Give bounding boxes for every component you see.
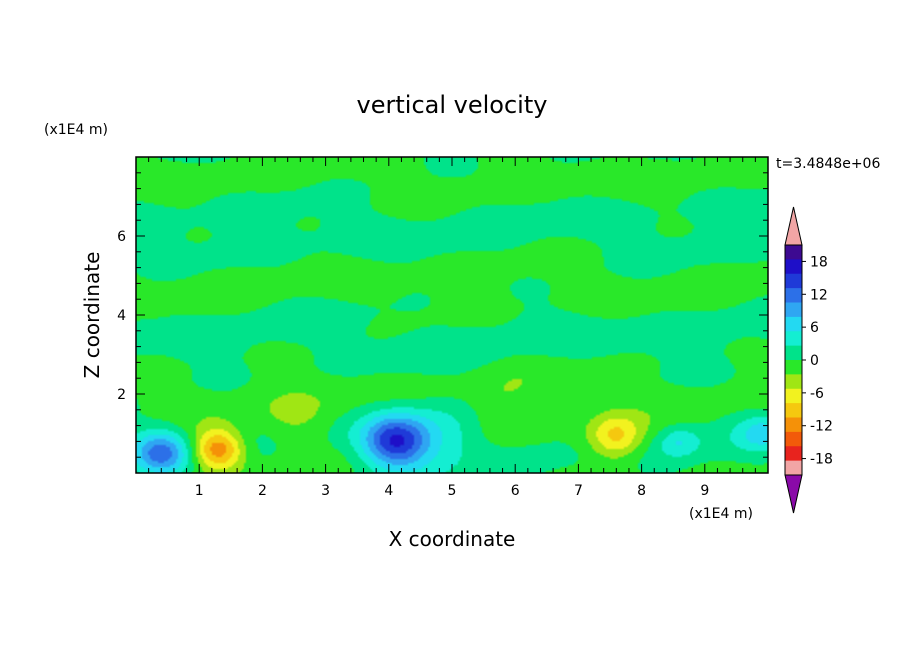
x-axis-label: X coordinate (389, 527, 516, 551)
x-tick-label: 5 (448, 483, 457, 499)
colorbar-over-triangle (784, 206, 803, 246)
colorbar-swatch (785, 331, 802, 347)
y-tick-label: 6 (117, 229, 126, 245)
colorbar-swatch (785, 288, 802, 303)
colorbar-swatch (785, 360, 802, 375)
colorbar-swatch (785, 245, 802, 260)
colorbar-tick-label: -12 (810, 419, 833, 435)
colorbar-tick-label: 18 (810, 254, 828, 270)
y-axis-ticks: 2 4 6 (117, 172, 768, 458)
colorbar-swatch (785, 388, 802, 404)
chart-title: vertical velocity (357, 91, 548, 119)
colorbar-swatch (785, 431, 802, 447)
x-tick-label: 7 (574, 483, 583, 499)
colorbar-swatch (785, 273, 802, 289)
y-unit-label: (x1E4 m) (44, 122, 108, 138)
colorbar: 18 12 6 0 -6 -12 -18 (784, 206, 833, 514)
colorbar-tick-label: -6 (810, 386, 824, 402)
x-tick-label: 4 (384, 483, 393, 499)
colorbar-swatch (785, 460, 802, 476)
colorbar-swatch (785, 374, 802, 390)
y-axis-label: Z coordinate (80, 252, 104, 379)
x-axis-ticks: 1 2 3 4 5 6 7 8 9 (148, 157, 769, 499)
x-tick-label: 8 (637, 483, 646, 499)
colorbar-under-triangle (784, 474, 803, 514)
x-unit-label: (x1E4 m) (689, 506, 753, 522)
colorbar-tick-label: 6 (810, 320, 819, 336)
plot-area: 1 2 3 4 5 6 7 8 9 2 4 6 (117, 156, 769, 499)
colorbar-swatch (785, 316, 802, 332)
y-tick-label: 2 (117, 387, 126, 403)
x-tick-label: 1 (195, 483, 204, 499)
colorbar-tick-label: 12 (810, 287, 828, 303)
colorbar-swatch (785, 403, 802, 418)
colorbar-tick-label: -18 (810, 452, 833, 468)
time-label: t=3.4848e+06 (776, 156, 880, 172)
colorbar-swatch (785, 259, 802, 275)
x-tick-label: 2 (258, 483, 267, 499)
colorbar-swatch (785, 302, 802, 318)
x-tick-label: 3 (321, 483, 330, 499)
y-tick-label: 4 (117, 308, 126, 324)
colorbar-swatch (785, 345, 802, 361)
velocity-field (136, 157, 768, 473)
colorbar-swatch (785, 417, 802, 433)
colorbar-swatch (785, 446, 802, 462)
colorbar-tick-label: 0 (810, 353, 819, 369)
x-tick-label: 6 (511, 483, 520, 499)
x-tick-label: 9 (700, 483, 709, 499)
